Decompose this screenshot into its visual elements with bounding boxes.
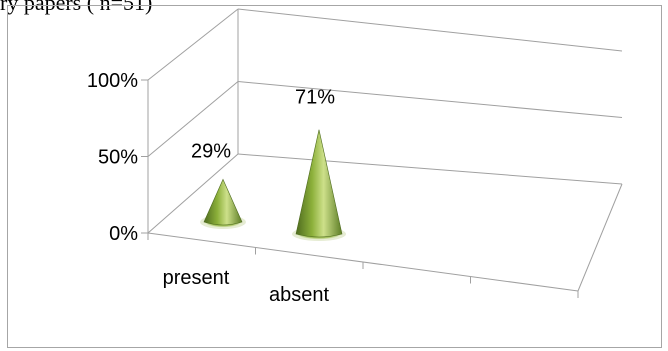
cone-absent: 71% [292,87,346,241]
gridline-side [147,8,239,81]
y-tick-label: 0% [109,223,138,245]
clipped-caption-text: ry papers ( n=51) [0,0,153,15]
category-label: present [163,267,230,289]
gridline-back [237,8,623,52]
cone-present: 29% [191,140,246,229]
gridline-back [237,153,623,185]
gridline-side [147,153,239,234]
y-axis-labels: 0% 50% 100% [87,70,138,245]
chart-frame [7,5,662,348]
y-tick-label: 50% [98,147,138,169]
chart-walls [141,8,623,298]
cone-body [295,129,343,238]
gridline-back [237,81,623,118]
cone-body [203,178,243,226]
floor-right-edge [577,183,623,292]
x-axis-labels: present absent [163,267,330,306]
y-tick-label: 100% [87,70,138,92]
cone-series: 29% 71% [191,87,346,241]
category-label: absent [269,284,329,306]
data-label: 29% [191,140,231,162]
data-label: 71% [295,87,335,109]
gridline-side [147,81,239,157]
